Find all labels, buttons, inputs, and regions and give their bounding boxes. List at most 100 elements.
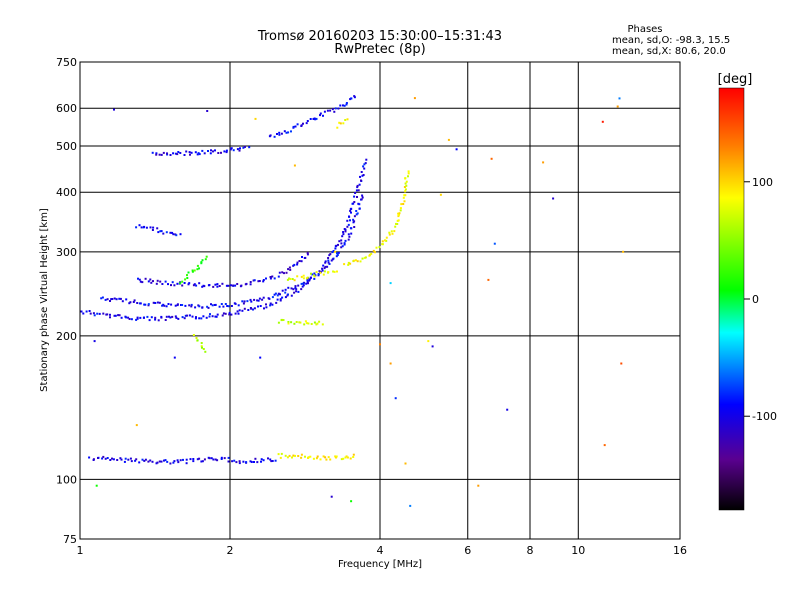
- trace-point: [228, 311, 231, 314]
- trace-point: [356, 186, 359, 189]
- trace-point: [172, 461, 175, 464]
- trace-point: [372, 249, 375, 252]
- trace-point: [290, 130, 292, 133]
- trace-point: [160, 315, 163, 318]
- trace-point: [407, 172, 410, 175]
- chart-subtitle: RwPretec (8p): [334, 42, 425, 57]
- trace-point: [265, 303, 267, 306]
- trace-point: [168, 315, 170, 318]
- trace-point: [208, 284, 211, 286]
- trace-point: [235, 461, 238, 464]
- trace-point: [106, 298, 109, 301]
- trace-point: [300, 288, 303, 291]
- trace-point: [316, 322, 319, 325]
- trace-point: [245, 461, 248, 464]
- trace-point: [288, 277, 291, 280]
- trace-point: [347, 263, 350, 266]
- trace-point: [276, 294, 279, 297]
- trace-point: [360, 179, 362, 182]
- trace-point: [135, 458, 138, 461]
- trace-point: [198, 282, 201, 285]
- trace-point: [309, 276, 312, 279]
- trace-point: [312, 118, 315, 120]
- trace-point: [250, 461, 253, 463]
- trace-point: [212, 458, 215, 461]
- trace-point: [242, 460, 245, 463]
- trace-point: [183, 282, 186, 284]
- trace-point: [186, 314, 189, 317]
- trace-point: [151, 229, 154, 231]
- trace-point: [203, 458, 206, 461]
- scatter-point: [404, 462, 407, 465]
- trace-point: [196, 264, 199, 267]
- trace-point: [165, 315, 168, 318]
- trace-point: [151, 151, 154, 154]
- x-tick-labels: 1 2 4 6 8 10 16: [77, 544, 688, 557]
- scatter-point: [552, 197, 555, 200]
- trace-point: [186, 277, 189, 279]
- trace-point: [280, 318, 283, 321]
- trace-point: [195, 284, 198, 287]
- trace-point: [125, 316, 128, 319]
- trace-point: [192, 458, 195, 460]
- trace-point: [297, 284, 300, 287]
- trace-point: [172, 233, 175, 236]
- trace-point: [240, 284, 243, 287]
- trace-point: [356, 260, 359, 263]
- trace-point: [165, 305, 168, 308]
- trace-point: [135, 318, 138, 321]
- trace-point: [98, 312, 101, 315]
- trace-point: [274, 292, 277, 295]
- trace-point: [183, 154, 186, 156]
- trace-point: [143, 225, 146, 228]
- trace-point: [231, 460, 234, 463]
- trace-point: [111, 457, 113, 460]
- trace-point: [254, 457, 257, 460]
- trace-point: [92, 459, 95, 461]
- trace-point: [225, 284, 228, 287]
- trace-point: [249, 460, 252, 463]
- trace-point: [232, 149, 235, 152]
- scatter-point: [173, 356, 176, 359]
- trace-point: [176, 153, 179, 156]
- trace-point: [89, 312, 92, 315]
- plot-frame: [79, 61, 681, 540]
- trace-point: [281, 271, 284, 274]
- trace-point: [294, 286, 297, 289]
- trace-point: [296, 275, 299, 278]
- trace-point: [157, 231, 160, 234]
- trace-point: [343, 243, 346, 246]
- scatter-point: [542, 161, 545, 164]
- trace-point: [375, 246, 378, 249]
- trace-point: [104, 457, 107, 460]
- trace-point: [275, 301, 278, 304]
- trace-point: [309, 118, 312, 120]
- scatter-point: [350, 500, 353, 503]
- trace-point: [236, 148, 239, 151]
- trace-point: [295, 321, 298, 323]
- trace-point: [338, 240, 341, 243]
- trace-point: [188, 314, 191, 317]
- trace-point: [329, 458, 332, 461]
- trace-point: [403, 200, 406, 203]
- trace-point: [156, 227, 159, 230]
- trace-point: [267, 457, 269, 460]
- trace-point: [305, 122, 308, 125]
- phases-x-stats: mean, sd,X: 80.6, 20.0: [612, 46, 726, 57]
- trace-point: [109, 316, 111, 319]
- trace-point: [353, 220, 356, 223]
- trace-point: [357, 189, 360, 192]
- trace-point: [145, 226, 148, 229]
- trace-point: [321, 267, 324, 270]
- y-tick-label: 600: [56, 102, 77, 115]
- trace-point: [306, 280, 309, 283]
- trace-point: [109, 313, 111, 316]
- trace-point: [297, 455, 300, 457]
- trace-point: [216, 283, 219, 286]
- trace-point: [118, 314, 121, 317]
- trace-point: [198, 153, 201, 156]
- data-points: [80, 95, 625, 507]
- trace-point: [263, 307, 265, 310]
- trace-point: [370, 252, 373, 255]
- trace-point: [247, 309, 250, 311]
